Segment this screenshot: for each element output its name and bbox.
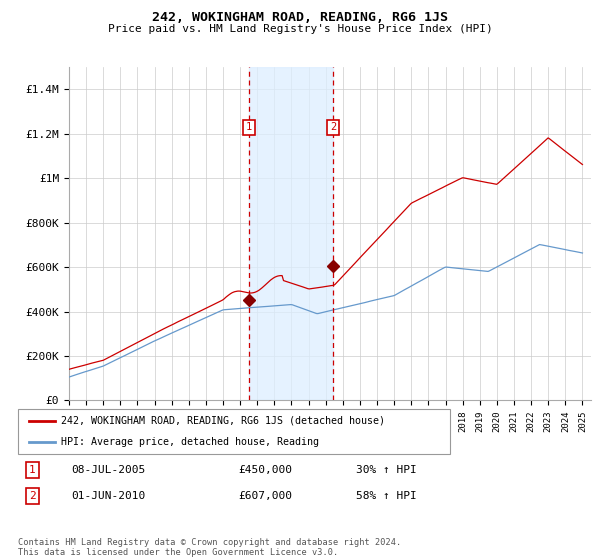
Text: 01-JUN-2010: 01-JUN-2010	[71, 491, 146, 501]
Text: 2: 2	[29, 491, 35, 501]
Text: Price paid vs. HM Land Registry's House Price Index (HPI): Price paid vs. HM Land Registry's House …	[107, 24, 493, 34]
Text: £450,000: £450,000	[238, 465, 292, 475]
Text: 58% ↑ HPI: 58% ↑ HPI	[356, 491, 417, 501]
Text: £607,000: £607,000	[238, 491, 292, 501]
Text: 08-JUL-2005: 08-JUL-2005	[71, 465, 146, 475]
Text: 242, WOKINGHAM ROAD, READING, RG6 1JS (detached house): 242, WOKINGHAM ROAD, READING, RG6 1JS (d…	[61, 416, 385, 426]
Text: 2: 2	[330, 122, 336, 132]
Text: 242, WOKINGHAM ROAD, READING, RG6 1JS: 242, WOKINGHAM ROAD, READING, RG6 1JS	[152, 11, 448, 24]
FancyBboxPatch shape	[18, 409, 450, 454]
Text: Contains HM Land Registry data © Crown copyright and database right 2024.
This d: Contains HM Land Registry data © Crown c…	[18, 538, 401, 557]
Text: 1: 1	[29, 465, 35, 475]
Text: 1: 1	[246, 122, 252, 132]
Text: HPI: Average price, detached house, Reading: HPI: Average price, detached house, Read…	[61, 436, 319, 446]
Text: 30% ↑ HPI: 30% ↑ HPI	[356, 465, 417, 475]
Bar	[249, 67, 333, 400]
